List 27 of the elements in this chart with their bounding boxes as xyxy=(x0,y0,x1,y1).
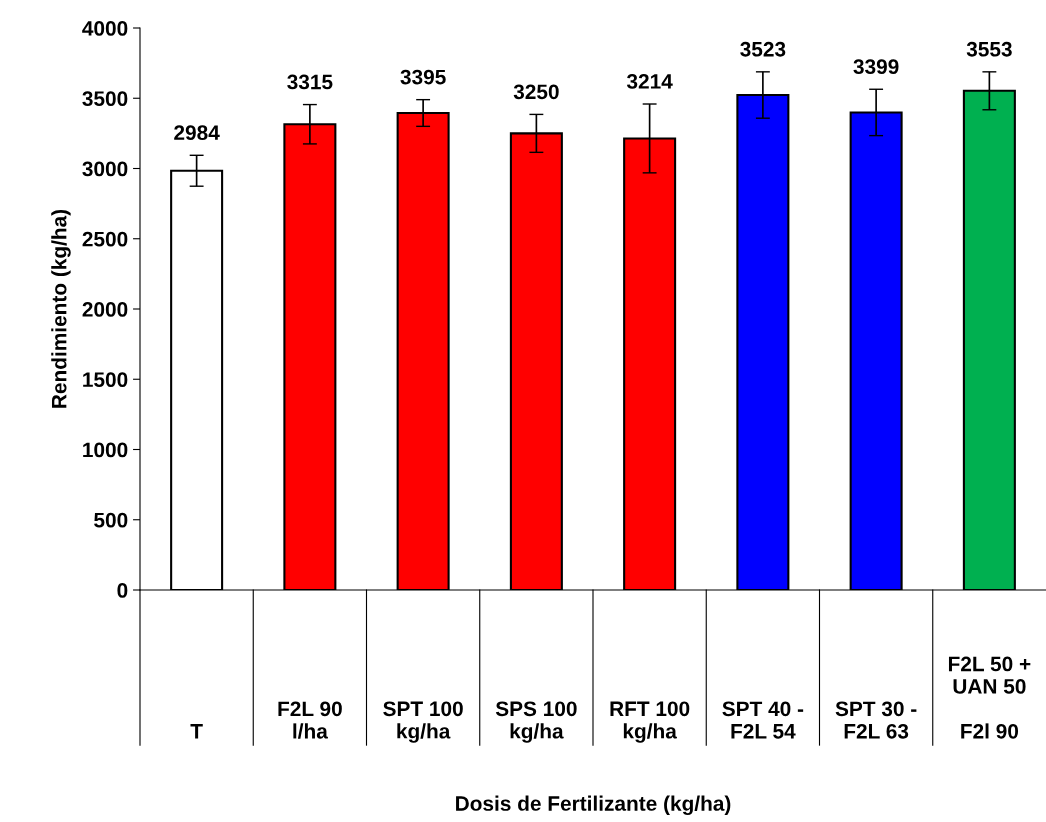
data-label: 3395 xyxy=(400,69,446,85)
category-label: F2L 50 + UAN 50 F2l 90 xyxy=(948,656,1031,739)
y-tick-label: 1000 xyxy=(83,442,128,458)
data-label: 3315 xyxy=(287,74,333,90)
x-tick-label: SPT 100 kg/ha xyxy=(383,701,463,743)
x-tick-label: RFT 100 kg/ha xyxy=(610,701,690,743)
data-label: 3214 xyxy=(626,74,673,89)
x-tick-label: SPS 100 kg/ha xyxy=(495,701,577,743)
y-tick-label: 500 xyxy=(94,512,128,528)
y-tick-label: 2000 xyxy=(82,302,128,317)
x-axis-title: Dosis de Fertilizante (kg/ha) xyxy=(456,795,731,816)
data-label: 3399 xyxy=(853,59,899,75)
y-tick-label: 4000 xyxy=(82,21,128,36)
x-tick-label: F2L 90 l/ha xyxy=(278,701,342,739)
data-label: 3250 xyxy=(513,84,559,100)
x-tick-label: SPT 30 - F2L 63 xyxy=(835,701,917,739)
data-label: 3553 xyxy=(966,41,1012,57)
x-tick-label: T xyxy=(190,724,203,739)
y-tick-label: 0 xyxy=(117,583,128,598)
data-label: 3523 xyxy=(740,41,786,57)
y-tick-label: 3000 xyxy=(82,161,128,177)
data-label: 2984 xyxy=(174,125,220,141)
y-tick-label: 3500 xyxy=(82,91,128,107)
x-tick-label: SPT 40 - F2L 54 xyxy=(722,701,804,739)
y-tick-label: 2500 xyxy=(82,231,128,247)
y-tick-label: 1500 xyxy=(83,372,128,387)
y-axis-title: Rendimiento (kg/ha) xyxy=(51,209,71,408)
